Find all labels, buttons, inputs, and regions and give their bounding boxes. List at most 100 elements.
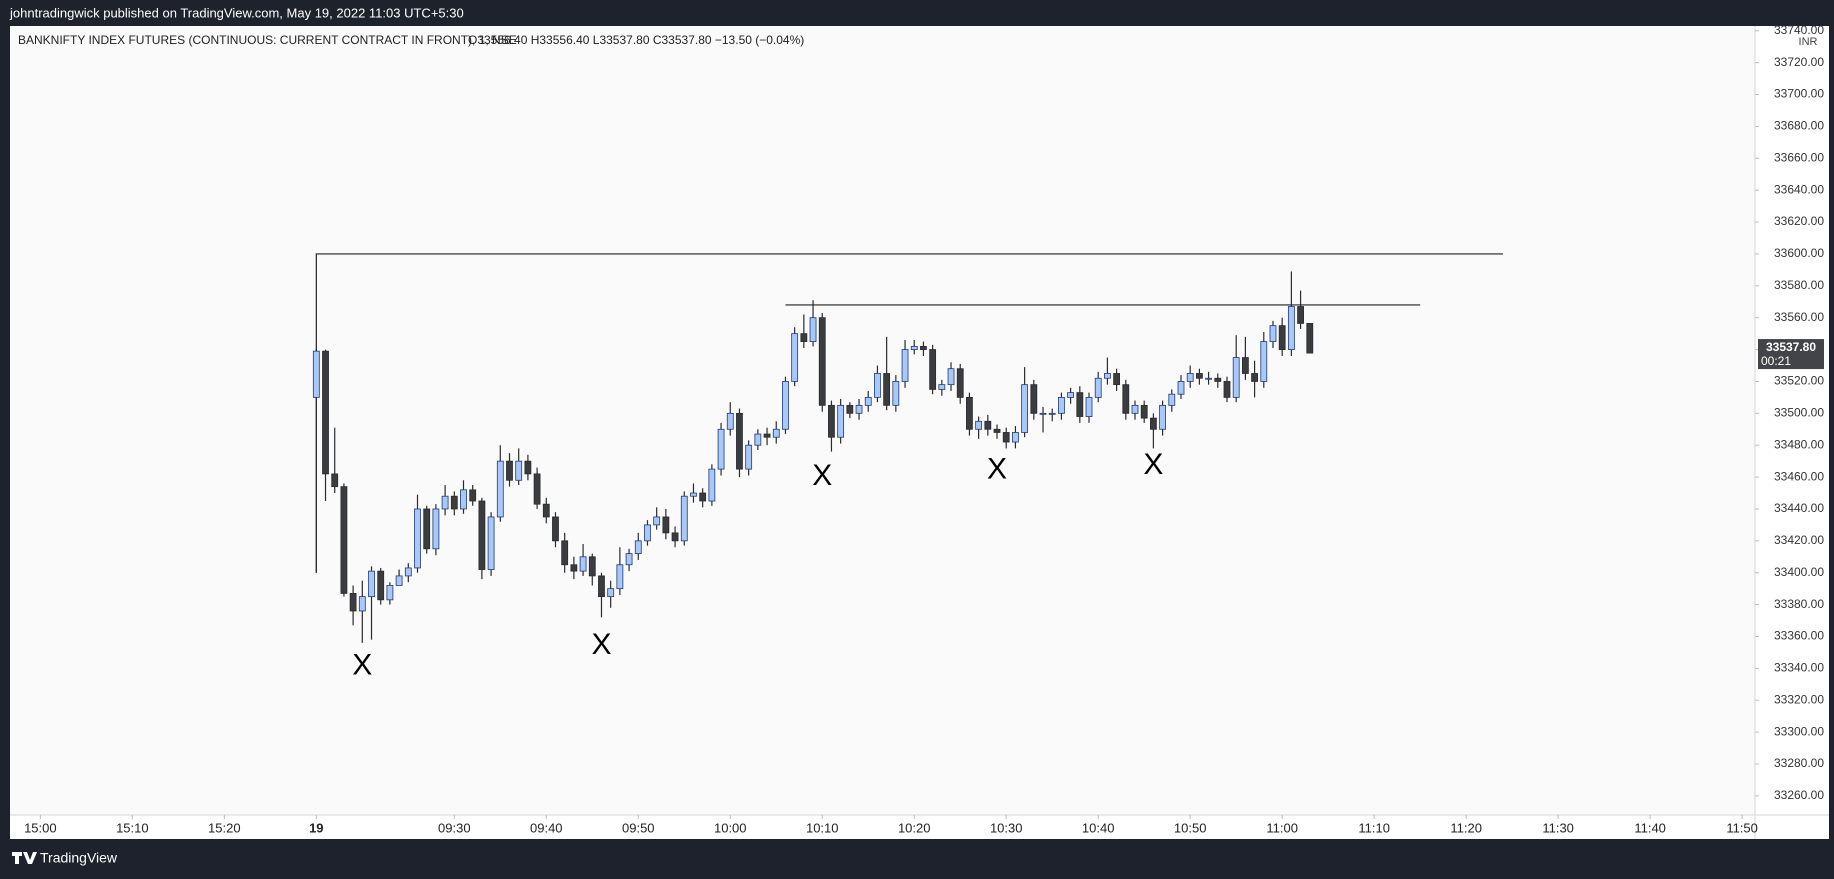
candle-body xyxy=(1177,381,1185,395)
candle-body xyxy=(828,404,835,438)
candle-body xyxy=(533,473,541,505)
candle-body xyxy=(312,350,320,398)
y-tick-label: 33720.00 xyxy=(1774,55,1824,69)
candle-body xyxy=(1186,373,1194,382)
y-tick-label: 33420.00 xyxy=(1774,533,1824,547)
candle-body xyxy=(1048,412,1056,415)
candle-body xyxy=(1039,412,1047,415)
candle-body xyxy=(368,570,375,598)
y-tick-label: 33340.00 xyxy=(1774,661,1824,675)
candle-body xyxy=(956,368,964,398)
y-tick-label: 33640.00 xyxy=(1774,182,1824,196)
candle-body xyxy=(745,444,753,470)
candle-body xyxy=(1140,404,1148,419)
y-tick-label: 33500.00 xyxy=(1774,405,1824,419)
candle-body xyxy=(680,495,688,542)
x-tick-label: 19 xyxy=(309,820,323,835)
y-tick-label: 33380.00 xyxy=(1774,597,1824,611)
y-tick-label: 33560.00 xyxy=(1774,310,1824,324)
candle-body xyxy=(1104,373,1111,379)
y-tick-label: 33260.00 xyxy=(1774,788,1824,802)
candle-body xyxy=(487,516,495,570)
candle-body xyxy=(432,508,440,550)
candle-body xyxy=(1159,404,1167,430)
candle-body xyxy=(1002,432,1010,443)
candle-body xyxy=(1251,373,1258,382)
x-tick-label: 09:30 xyxy=(438,820,471,835)
countdown: 00:21 xyxy=(1761,354,1791,368)
y-tick-label: 33400.00 xyxy=(1774,565,1824,579)
y-tick-label: 33320.00 xyxy=(1774,692,1824,706)
candle-body xyxy=(671,532,679,542)
candle-body xyxy=(910,345,918,350)
candle-body xyxy=(1214,377,1222,382)
candle-body xyxy=(1150,417,1157,430)
candle-body xyxy=(874,373,881,398)
annotation: X xyxy=(352,649,372,682)
candle-body xyxy=(1131,404,1139,414)
candle-body xyxy=(1076,392,1084,417)
candle-body xyxy=(699,492,707,502)
candle-body xyxy=(800,333,808,343)
x-tick-label: 11:50 xyxy=(1726,820,1758,835)
ohlc-legend: O33556.40 H33556.40 L33537.80 C33537.80 … xyxy=(468,33,804,47)
price-axis xyxy=(1755,26,1829,815)
candle-body xyxy=(1269,325,1277,343)
candle-body xyxy=(717,428,725,470)
candle-body xyxy=(920,345,927,350)
candle-body xyxy=(607,588,615,598)
x-tick-label: 09:40 xyxy=(530,820,563,835)
candle-body xyxy=(754,433,762,446)
candle-body xyxy=(1223,381,1231,398)
candle-body xyxy=(1113,373,1121,386)
candle-body xyxy=(763,433,771,438)
candle-body xyxy=(552,516,559,542)
candle-body xyxy=(1306,323,1314,354)
y-tick-label: 33280.00 xyxy=(1774,756,1824,770)
candle-body xyxy=(1205,377,1212,380)
candle-body xyxy=(938,384,946,390)
x-tick-label: 15:20 xyxy=(208,820,241,835)
candle-body xyxy=(1232,357,1240,398)
candle-body xyxy=(1241,357,1249,374)
x-tick-label: 15:10 xyxy=(116,820,149,835)
candle-body xyxy=(984,420,992,430)
annotation: X xyxy=(1143,448,1163,481)
logo xyxy=(12,852,37,864)
candle-body xyxy=(386,585,394,601)
candle-body xyxy=(524,460,532,475)
candle-body xyxy=(864,396,872,406)
annotation: X xyxy=(987,453,1007,486)
time-axis xyxy=(10,815,1829,839)
candle-body xyxy=(993,428,1001,433)
candle-body xyxy=(496,460,504,518)
candle-body xyxy=(782,381,789,430)
x-tick-label: 10:40 xyxy=(1082,820,1115,835)
candle-body xyxy=(736,412,743,470)
candle-body xyxy=(929,349,937,390)
y-tick-label: 33600.00 xyxy=(1774,246,1824,260)
x-tick-label: 11:40 xyxy=(1634,820,1666,835)
candle-body xyxy=(1260,341,1268,382)
y-tick-label: 33360.00 xyxy=(1774,629,1824,643)
candle-body xyxy=(1122,384,1130,414)
candle-body xyxy=(588,556,596,577)
candle-body xyxy=(1085,396,1093,417)
candle-body xyxy=(625,553,633,566)
candle-body xyxy=(653,516,661,526)
plot-area xyxy=(10,26,1755,815)
brand[interactable]: TradingView xyxy=(40,850,118,866)
candle-body xyxy=(708,468,716,502)
candle-body xyxy=(322,350,329,475)
candle-body xyxy=(791,333,799,382)
candle-body xyxy=(340,486,348,594)
annotation: X xyxy=(591,628,611,661)
candle-body xyxy=(414,508,421,569)
x-tick-label: 11:10 xyxy=(1358,820,1390,835)
candle-body xyxy=(478,500,486,570)
y-tick-label: 33680.00 xyxy=(1774,119,1824,133)
y-tick-label: 33740.00 xyxy=(1774,23,1824,37)
candle-body xyxy=(1287,306,1295,350)
